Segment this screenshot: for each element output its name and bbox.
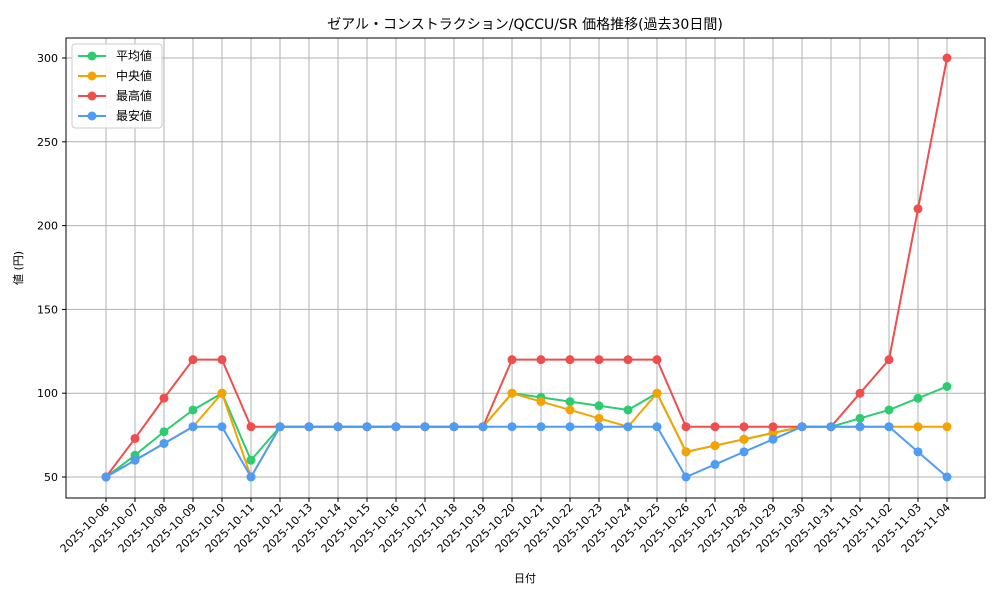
data-point xyxy=(623,422,633,432)
legend-marker xyxy=(87,71,97,81)
data-point xyxy=(913,447,923,457)
data-point xyxy=(710,441,720,451)
data-point xyxy=(913,204,923,214)
data-point xyxy=(710,459,720,469)
data-point xyxy=(507,355,517,365)
data-point xyxy=(594,401,604,411)
data-point xyxy=(652,422,662,432)
legend-box xyxy=(71,43,163,129)
data-point xyxy=(884,355,894,365)
data-point xyxy=(565,397,575,407)
data-point xyxy=(188,422,198,432)
data-point xyxy=(478,422,488,432)
series-layer xyxy=(101,53,952,482)
data-point xyxy=(101,472,111,482)
data-point xyxy=(159,438,169,448)
data-point xyxy=(275,422,285,432)
y-tick-label: 250 xyxy=(37,136,58,149)
data-point xyxy=(565,422,575,432)
data-point xyxy=(739,434,749,444)
data-point xyxy=(246,422,256,432)
data-point xyxy=(710,422,720,432)
data-point xyxy=(855,413,865,423)
data-point xyxy=(797,422,807,432)
x-axis-label: 日付 xyxy=(514,572,536,585)
data-point xyxy=(942,53,952,63)
data-point xyxy=(681,422,691,432)
legend-marker xyxy=(87,51,97,61)
data-point xyxy=(594,413,604,423)
y-tick-label: 50 xyxy=(44,471,58,484)
data-point xyxy=(130,455,140,465)
legend-marker xyxy=(87,111,97,121)
y-tick-label: 150 xyxy=(37,303,58,316)
y-tick-label: 300 xyxy=(37,52,58,65)
data-point xyxy=(768,428,778,438)
data-point xyxy=(768,434,778,444)
data-point xyxy=(536,422,546,432)
data-point xyxy=(246,455,256,465)
data-point xyxy=(942,381,952,391)
data-point xyxy=(536,397,546,407)
data-point xyxy=(942,472,952,482)
data-point xyxy=(739,422,749,432)
data-point xyxy=(159,427,169,437)
data-point xyxy=(130,433,140,443)
data-point xyxy=(159,393,169,403)
data-point xyxy=(565,355,575,365)
legend-label: 最高値 xyxy=(116,88,152,103)
data-point xyxy=(768,422,778,432)
data-point xyxy=(739,447,749,457)
data-point xyxy=(855,388,865,398)
data-point xyxy=(420,422,430,432)
data-point xyxy=(652,355,662,365)
legend-label: 最安値 xyxy=(116,108,152,123)
series-line xyxy=(105,425,948,480)
data-point xyxy=(507,388,517,398)
data-point xyxy=(217,355,227,365)
data-point xyxy=(594,422,604,432)
data-point xyxy=(913,422,923,432)
y-axis: 50 100 150 200 250 300 xyxy=(37,52,66,484)
grid-lines xyxy=(66,38,985,498)
series-3 xyxy=(101,422,952,482)
data-point xyxy=(333,422,343,432)
data-point xyxy=(884,405,894,415)
y-tick-label: 200 xyxy=(37,220,58,233)
plot-frame xyxy=(65,37,986,499)
data-point xyxy=(507,422,517,432)
data-point xyxy=(826,422,836,432)
data-point xyxy=(449,422,459,432)
data-point xyxy=(188,405,198,415)
data-point xyxy=(217,388,227,398)
y-axis-label: 値 (円) xyxy=(12,251,25,285)
y-tick-label: 100 xyxy=(37,387,58,400)
data-point xyxy=(652,388,662,398)
data-point xyxy=(623,405,633,415)
data-point xyxy=(362,422,372,432)
data-point xyxy=(942,422,952,432)
data-point xyxy=(565,405,575,415)
data-point xyxy=(681,472,691,482)
data-point xyxy=(188,355,198,365)
data-point xyxy=(536,355,546,365)
data-point xyxy=(304,422,314,432)
data-point xyxy=(681,447,691,457)
data-point xyxy=(855,422,865,432)
chart-title: ゼアル・コンストラクション/QCCU/SR 価格推移(過去30日間) xyxy=(327,17,723,33)
data-point xyxy=(217,422,227,432)
legend-label: 平均値 xyxy=(116,48,152,63)
data-point xyxy=(884,422,894,432)
legend-label: 中央値 xyxy=(116,68,152,83)
data-point xyxy=(594,355,604,365)
legend-marker xyxy=(87,91,97,101)
data-point xyxy=(391,422,401,432)
data-point xyxy=(913,393,923,403)
data-point xyxy=(623,355,633,365)
data-point xyxy=(246,472,256,482)
